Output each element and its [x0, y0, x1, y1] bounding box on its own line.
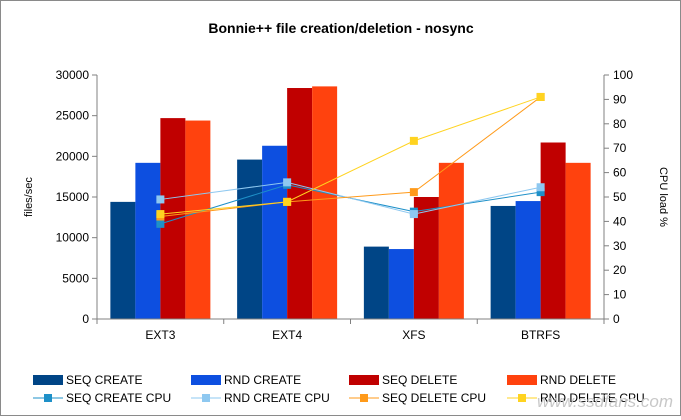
y2-tick-label: 80	[613, 117, 627, 131]
x-tick-label: EXT3	[145, 328, 175, 342]
legend-label-seq-create: SEQ CREATE	[66, 373, 142, 387]
chart-title: Bonnie++ file creation/deletion - nosync	[208, 20, 473, 36]
x-tick-label: EXT4	[272, 328, 302, 342]
plot-area	[110, 86, 591, 320]
y2-tick-label: 0	[613, 312, 620, 326]
marker-rnd-create-cpu-ext3	[156, 195, 165, 204]
legend-marker-seq-create-cpu	[44, 394, 52, 402]
axes: 0 5000 10000 15000 20000 25000 30000 0 10 20 30 40 5…	[56, 68, 634, 342]
marker-seq-create-cpu-btrfs	[536, 188, 545, 197]
bar-seq-create-ext4	[237, 159, 263, 319]
line-rnd-delete-cpu	[160, 96, 541, 215]
y2-axis-title: CPU load %	[657, 167, 669, 227]
bar-rnd-create-btrfs	[515, 201, 541, 319]
bar-rnd-create-ext3	[135, 162, 161, 319]
legend-marker-rnd-create-cpu	[202, 394, 210, 402]
x-tick-label: BTRFS	[521, 328, 560, 342]
legend-label-rnd-delete: RND DELETE	[540, 373, 616, 387]
legend-swatch-seq-delete	[349, 375, 379, 385]
legend-label-rnd-delete-cpu: RND DELETE CPU	[540, 391, 645, 405]
legend-label-rnd-create: RND CREATE	[224, 373, 301, 387]
y2-tick-label: 30	[613, 239, 627, 253]
y2-tick-label: 90	[613, 92, 627, 106]
bar-rnd-delete-xfs	[438, 162, 464, 319]
y-tick-label: 30000	[56, 68, 90, 82]
bar-seq-delete-ext4	[287, 88, 313, 319]
marker-rnd-create-cpu-ext4	[283, 178, 292, 187]
marker-rnd-delete-cpu-btrfs	[536, 92, 545, 101]
bar-seq-delete-xfs	[413, 197, 439, 319]
marker-rnd-delete-cpu-ext4	[283, 197, 292, 206]
legend-label-rnd-create-cpu: RND CREATE CPU	[224, 391, 330, 405]
watermark-text: www.ssdfans.com	[537, 392, 673, 411]
y2-tick-label: 70	[613, 141, 627, 155]
legend-swatch-rnd-create	[191, 375, 221, 385]
line-seq-delete-cpu	[160, 96, 541, 218]
y2-tick-label: 50	[613, 190, 627, 204]
y-tick-label: 5000	[62, 271, 89, 285]
marker-rnd-create-cpu-xfs	[409, 210, 418, 219]
legend: SEQ CREATE RND CREATE SEQ DELETE RND DELETE…	[33, 373, 645, 405]
bar-rnd-delete-btrfs	[565, 162, 591, 319]
legend-marker-seq-delete-cpu	[360, 394, 368, 402]
legend-label-seq-delete-cpu: SEQ DELETE CPU	[382, 391, 486, 405]
marker-rnd-delete-cpu-ext3	[156, 210, 165, 219]
bar-seq-delete-ext3	[160, 118, 186, 320]
y2-tick-label: 10	[613, 288, 627, 302]
y2-tick-label: 20	[613, 263, 627, 277]
legend-swatch-rnd-delete	[507, 375, 537, 385]
bar-rnd-create-xfs	[388, 249, 414, 319]
y-tick-label: 0	[82, 312, 89, 326]
line-rnd-create-cpu	[160, 181, 541, 215]
marker-rnd-create-cpu-btrfs	[536, 183, 545, 192]
legend-marker-rnd-delete-cpu	[518, 394, 526, 402]
bar-rnd-delete-ext3	[185, 120, 211, 320]
y-tick-label: 15000	[56, 190, 90, 204]
bar-rnd-delete-ext4	[312, 86, 338, 320]
y2-tick-label: 100	[613, 68, 633, 82]
y-axis-title: files/sec	[23, 177, 35, 217]
y-tick-label: 10000	[56, 231, 90, 245]
bar-seq-create-ext3	[110, 201, 136, 319]
bar-seq-delete-btrfs	[540, 142, 566, 319]
y2-tick-label: 60	[613, 166, 627, 180]
bar-rnd-create-ext4	[262, 145, 288, 319]
marker-seq-create-cpu-ext3	[156, 219, 165, 228]
line-seq-create-cpu	[160, 184, 541, 225]
marker-rnd-delete-cpu-xfs	[409, 136, 418, 145]
y-tick-label: 25000	[56, 109, 90, 123]
bar-seq-create-xfs	[363, 246, 389, 319]
bar-seq-create-btrfs	[490, 205, 516, 319]
marker-seq-delete-cpu-xfs	[409, 188, 418, 197]
x-tick-label: XFS	[402, 328, 425, 342]
legend-label-seq-delete: SEQ DELETE	[382, 373, 457, 387]
y-tick-label: 20000	[56, 149, 90, 163]
legend-swatch-seq-create	[33, 375, 63, 385]
legend-label-seq-create-cpu: SEQ CREATE CPU	[66, 391, 171, 405]
y2-tick-label: 40	[613, 214, 627, 228]
